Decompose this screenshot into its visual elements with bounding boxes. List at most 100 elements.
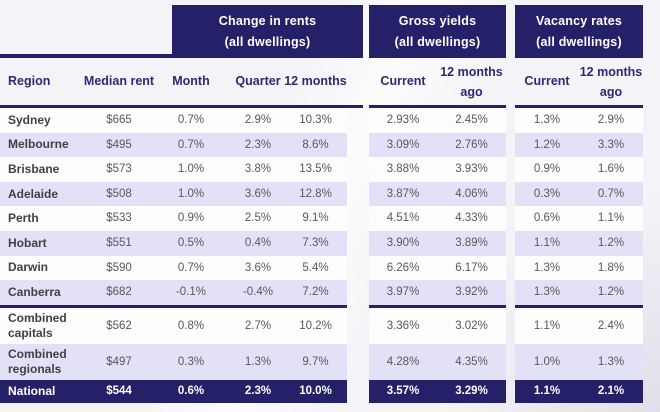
quarter-change-cell: 2.3% — [232, 132, 284, 158]
group-title: Vacancy rates — [536, 13, 622, 28]
month-change-cell: 1.0% — [150, 181, 232, 207]
column-gap — [506, 280, 515, 305]
table-row: Perth $533 0.9% 2.5% 9.1% 4.51% 4.33% 0.… — [0, 206, 660, 231]
month-change-cell: 0.7% — [150, 108, 232, 133]
column-header-gross-yield-current: Current — [380, 73, 426, 88]
quarter-change-cell: 2.3% — [232, 379, 284, 403]
gross-yield-current-cell: 3.90% — [369, 230, 437, 256]
divider-segment — [369, 105, 506, 108]
column-gap — [506, 231, 515, 256]
quarter-change-cell: 1.3% — [232, 343, 284, 380]
column-gap — [347, 206, 369, 231]
vacancy-current-cell: 1.2% — [515, 132, 579, 158]
twelve-month-change-cell: 5.4% — [284, 255, 347, 281]
region-cell: Brisbane — [0, 157, 88, 182]
section-divider — [0, 304, 660, 308]
twelve-month-change-cell: 10.0% — [284, 379, 347, 403]
region-cell: Combined capitals — [0, 307, 88, 344]
median-rent-cell: $497 — [88, 343, 150, 380]
region-cell: Combined regionals — [0, 343, 88, 380]
divider-segment — [369, 304, 506, 308]
gross-yield-current-cell: 3.57% — [369, 379, 437, 403]
vacancy-current-cell: 1.1% — [515, 307, 579, 344]
median-rent-cell: $590 — [88, 255, 150, 281]
twelve-month-change-cell: 9.1% — [284, 206, 347, 231]
column-gap — [506, 108, 515, 133]
column-gap — [347, 182, 369, 207]
month-change-cell: 1.0% — [150, 157, 232, 182]
group-subtitle: (all dwellings) — [224, 35, 311, 49]
gross-yield-current-cell: 3.36% — [369, 307, 437, 344]
column-gap — [347, 344, 369, 380]
median-rent-cell: $573 — [88, 157, 150, 182]
table-row: Brisbane $573 1.0% 3.8% 13.5% 3.88% 3.93… — [0, 157, 660, 182]
gross-yield-12mo-ago-cell: 3.89% — [437, 230, 506, 256]
vacancy-current-cell: 1.1% — [515, 230, 579, 256]
column-gap — [347, 108, 369, 133]
gross-yield-12mo-ago-cell: 4.33% — [437, 206, 506, 231]
table-row: Adelaide $508 1.0% 3.6% 12.8% 3.87% 4.06… — [0, 181, 660, 207]
gross-yield-current-cell: 3.88% — [369, 157, 437, 182]
month-change-cell: 0.8% — [150, 307, 232, 344]
table-row: Darwin $590 0.7% 3.6% 5.4% 6.26% 6.17% 1… — [0, 255, 660, 281]
column-gap — [506, 157, 515, 182]
table-row: National $544 0.6% 2.3% 10.0% 3.57% 3.29… — [0, 379, 660, 403]
twelve-month-change-cell: 10.3% — [284, 108, 347, 133]
quarter-change-cell: 3.6% — [232, 255, 284, 281]
column-gap — [506, 380, 515, 403]
quarter-change-cell: 2.9% — [232, 108, 284, 133]
column-gap — [347, 380, 369, 403]
quarter-change-cell: 3.6% — [232, 181, 284, 207]
column-gap — [506, 206, 515, 231]
twelve-month-change-cell: 8.6% — [284, 132, 347, 158]
region-cell: Hobart — [0, 230, 88, 256]
column-header-row: Region Median rent Month Quarter 12 mont… — [0, 58, 660, 105]
group-title: Gross yields — [398, 13, 477, 28]
quarter-change-cell: 2.5% — [232, 206, 284, 231]
group-header-change-in-rents: Change in rents (all dwellings) — [172, 5, 363, 58]
gross-yield-current-cell: 3.09% — [369, 132, 437, 158]
quarter-change-cell: 0.4% — [232, 230, 284, 256]
region-cell: Darwin — [0, 255, 88, 281]
column-header-gross-yield-12-months-ago: 12 months ago — [440, 64, 503, 99]
column-header-month: Month — [172, 73, 210, 88]
vacancy-current-cell: 1.0% — [515, 343, 579, 380]
column-gap — [347, 157, 369, 182]
divider-segment — [0, 105, 363, 108]
median-rent-cell: $562 — [88, 307, 150, 344]
vacancy-current-cell: 0.3% — [515, 181, 579, 207]
column-gap — [506, 256, 515, 281]
gross-yield-12mo-ago-cell: 2.76% — [437, 132, 506, 158]
month-change-cell: 0.6% — [150, 379, 232, 403]
table-row: Combined regionals $497 0.3% 1.3% 9.7% 4… — [0, 343, 660, 380]
gross-yield-12mo-ago-cell: 3.02% — [437, 307, 506, 344]
group-title: Change in rents — [218, 13, 317, 28]
column-gap — [506, 182, 515, 207]
month-change-cell: 0.7% — [150, 132, 232, 158]
vacancy-12mo-ago-cell: 1.6% — [579, 157, 643, 182]
header-divider — [0, 105, 660, 108]
group-subtitle: (all dwellings) — [394, 35, 481, 49]
group-subtitle: (all dwellings) — [536, 35, 622, 49]
vacancy-12mo-ago-cell: 0.7% — [579, 181, 643, 207]
quarter-change-cell: 2.7% — [232, 307, 284, 344]
median-rent-cell: $495 — [88, 132, 150, 158]
column-gap — [347, 133, 369, 158]
column-gap — [506, 308, 515, 344]
region-cell: Sydney — [0, 108, 88, 133]
median-rent-cell: $665 — [88, 108, 150, 133]
twelve-month-change-cell: 7.3% — [284, 230, 347, 256]
gross-yield-current-cell: 3.87% — [369, 181, 437, 207]
gross-yield-12mo-ago-cell: 4.06% — [437, 181, 506, 207]
table-row: Sydney $665 0.7% 2.9% 10.3% 2.93% 2.45% … — [0, 108, 660, 133]
gross-yield-12mo-ago-cell: 2.45% — [437, 108, 506, 133]
gross-yield-12mo-ago-cell: 3.93% — [437, 157, 506, 182]
column-gap — [347, 58, 369, 105]
group-header-gross-yields: Gross yields (all dwellings) — [369, 5, 506, 58]
twelve-month-change-cell: 9.7% — [284, 343, 347, 380]
region-cell: Perth — [0, 206, 88, 231]
column-header-quarter: Quarter — [235, 73, 281, 88]
vacancy-12mo-ago-cell: 2.9% — [579, 108, 643, 133]
